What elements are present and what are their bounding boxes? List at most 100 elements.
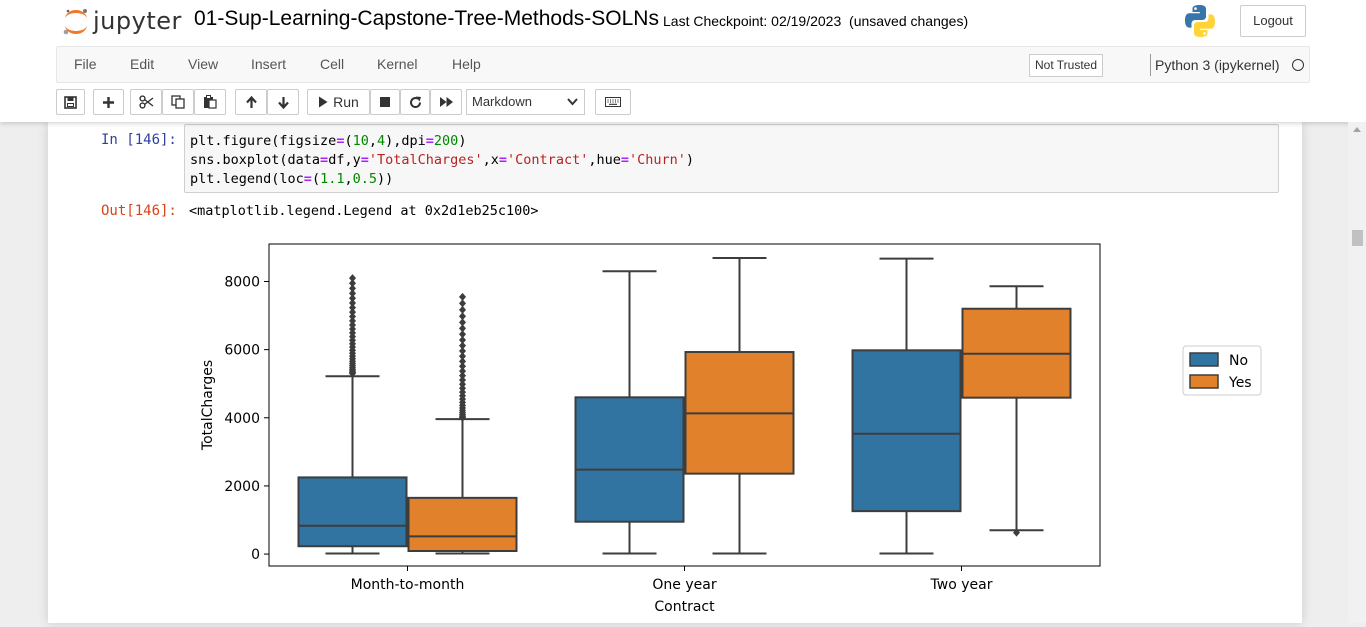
insert-cell-button[interactable] (93, 89, 124, 115)
outlier-point (349, 298, 356, 307)
legend-swatch-no (1189, 352, 1219, 367)
cut-button[interactable] (130, 89, 162, 115)
menu-cell[interactable]: Cell (320, 56, 345, 72)
menu-help[interactable]: Help (452, 56, 481, 72)
move-up-button[interactable] (235, 89, 267, 115)
logout-button[interactable]: Logout (1240, 5, 1306, 37)
arrow-up-icon (245, 95, 257, 108)
logo-text: jupyter (93, 7, 182, 35)
box-yes (407, 496, 518, 553)
x-tick-label: Two year (930, 577, 993, 593)
menu-kernel[interactable]: Kernel (377, 56, 418, 72)
page-scrollbar[interactable] (1348, 122, 1366, 623)
stop-icon (380, 97, 390, 107)
outlier-point (459, 347, 466, 356)
save-status: (unsaved changes) (849, 13, 969, 29)
y-axis-label: TotalCharges (200, 360, 216, 451)
legend-swatch-yes (1189, 374, 1219, 389)
outlier-point (349, 316, 356, 325)
outlier-point (349, 274, 356, 283)
outlier-point (459, 352, 466, 361)
menu-edit[interactable]: Edit (130, 56, 155, 72)
run-label: Run (333, 94, 359, 110)
y-tick-label: 0 (251, 547, 260, 563)
menu-file[interactable]: File (74, 56, 97, 72)
code-editor[interactable]: plt.figure(figsize=(10,4),dpi=200) sns.bo… (184, 124, 1279, 193)
outlier-point (459, 324, 466, 333)
outlier-point (459, 305, 466, 314)
cell-type-value: Markdown (472, 94, 532, 109)
save-icon (64, 95, 77, 109)
outlier-point (349, 294, 356, 303)
outlier-point (459, 299, 466, 308)
copy-icon (171, 95, 185, 109)
y-tick-label: 8000 (224, 274, 260, 290)
legend-label-no: No (1229, 353, 1248, 369)
scroll-thumb[interactable] (1352, 230, 1363, 246)
interrupt-button[interactable] (370, 89, 400, 115)
cell-type-select[interactable]: Markdown (466, 89, 585, 115)
plot-frame (268, 243, 1101, 567)
python-logo-icon (1185, 5, 1215, 37)
arrow-down-icon (277, 96, 289, 109)
copy-button[interactable] (162, 89, 194, 115)
outlier-point (459, 367, 466, 376)
outlier-point (349, 324, 356, 333)
run-button[interactable]: Run (307, 89, 370, 115)
legend-label-yes: Yes (1228, 375, 1252, 391)
outlier-point (459, 357, 466, 366)
move-down-button[interactable] (267, 89, 299, 115)
outlier-point (459, 312, 466, 321)
outlier-point (349, 303, 356, 312)
code-line-2: sns.boxplot(data=df,y='TotalCharges',x='… (190, 152, 695, 168)
outlier-point (459, 362, 466, 371)
outlier-point (459, 330, 466, 339)
trust-button[interactable]: Not Trusted (1029, 54, 1104, 77)
save-button[interactable] (56, 89, 85, 115)
notebook-name[interactable]: 01-Sup-Learning-Capstone-Tree-Methods-SO… (194, 7, 659, 30)
outlier-point (349, 320, 356, 329)
output-prompt: Out[146]: (101, 203, 177, 219)
restart-run-all-button[interactable] (430, 89, 462, 115)
menubar: File Edit View Insert Cell Kernel Help N… (56, 46, 1310, 83)
scroll-up-icon (1353, 127, 1361, 132)
outlier-point (349, 284, 356, 293)
output-text: <matplotlib.legend.Legend at 0x2d1eb25c1… (189, 203, 539, 219)
input-prompt: In [146]: (101, 132, 177, 148)
restart-icon (409, 96, 421, 108)
outlier-point (459, 336, 466, 345)
fast-forward-icon (439, 97, 453, 107)
jupyter-logo-icon (63, 9, 87, 35)
box-no (851, 349, 962, 513)
menu-insert[interactable]: Insert (251, 56, 287, 72)
restart-button[interactable] (400, 89, 430, 115)
kernel-name[interactable]: Python 3 (ipykernel) (1155, 57, 1280, 73)
title-row: jupyter 01-Sup-Learning-Capstone-Tree-Me… (0, 0, 1366, 46)
outlier-point (459, 341, 466, 350)
code-line-3: plt.legend(loc=(1.1,0.5)) (190, 171, 394, 187)
y-tick-label: 6000 (224, 343, 260, 359)
kernel-idle-icon (1292, 59, 1304, 71)
checkpoint-status: Last Checkpoint: 02/19/2023 (unsaved cha… (663, 13, 968, 29)
outlier-point (459, 376, 466, 385)
keyboard-icon (605, 97, 621, 107)
code-line-1: plt.figure(figsize=(10,4),dpi=200) (190, 133, 467, 149)
y-tick-label: 4000 (224, 411, 260, 427)
paste-icon (204, 95, 217, 109)
command-palette-button[interactable] (595, 89, 631, 115)
boxplot-chart: 0 2000 4000 6000 8000 Month-to-month One year T… (200, 243, 1262, 615)
outlier-point (349, 279, 356, 288)
menu-view[interactable]: View (188, 56, 219, 72)
outlier-point (459, 292, 466, 301)
x-tick-label: Month-to-month (351, 577, 465, 593)
x-tick-label: One year (652, 577, 716, 593)
run-icon (319, 96, 328, 108)
paste-button[interactable] (194, 89, 226, 115)
jupyter-logo[interactable]: jupyter (60, 5, 190, 37)
y-tick-label: 2000 (224, 479, 260, 495)
x-axis-label: Contract (654, 599, 715, 615)
box-no (574, 396, 685, 523)
chevron-down-icon (567, 98, 578, 106)
outlier-point (349, 289, 356, 298)
outlier-point (459, 380, 466, 389)
